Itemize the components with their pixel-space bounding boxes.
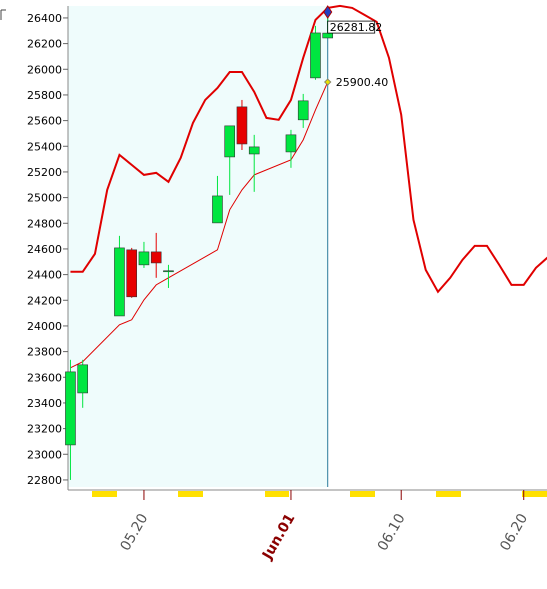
- candle-body: [212, 195, 223, 224]
- price-label: 26281.82: [330, 21, 383, 34]
- x-tick-label: Jun.01: [259, 511, 298, 563]
- y-tick-label: 26200: [27, 38, 62, 51]
- x-tick-label: 06.10: [375, 511, 409, 554]
- candle-body: [114, 247, 125, 317]
- y-tick-label: 23200: [27, 423, 62, 436]
- weekend-block: [178, 491, 203, 497]
- y-tick-label: 24000: [27, 320, 62, 333]
- y-tick-label: 26000: [27, 63, 62, 76]
- value-marker: [324, 78, 332, 86]
- y-tick-label: 25000: [27, 192, 62, 205]
- y-tick-label: 25400: [27, 140, 62, 153]
- candle-body: [163, 270, 174, 273]
- value-label: 25900.40: [336, 76, 389, 89]
- y-tick-label: 24800: [27, 217, 62, 230]
- y-tick-label: 26400: [27, 12, 62, 25]
- corner-mark: [0, 9, 6, 20]
- y-tick-label: 22800: [27, 474, 62, 487]
- y-tick-label: 25200: [27, 166, 62, 179]
- candle-body: [150, 251, 162, 264]
- history-region: [68, 6, 328, 487]
- candle-body: [65, 371, 76, 446]
- y-tick-label: 24600: [27, 243, 62, 256]
- indicator-line: [70, 4, 547, 294]
- y-tick-label: 24400: [27, 269, 62, 282]
- high-marker: [323, 5, 333, 19]
- indicator-line: [70, 81, 329, 369]
- candle-body: [285, 134, 297, 153]
- weekend-block: [522, 491, 547, 497]
- y-tick-label: 23000: [27, 448, 62, 461]
- weekend-block: [265, 491, 289, 497]
- y-tick-label: 23600: [27, 371, 62, 384]
- weekend-block: [436, 491, 461, 497]
- weekend-block: [350, 491, 375, 497]
- price-box: [327, 20, 376, 34]
- candle-body: [126, 249, 138, 298]
- y-tick-label: 23800: [27, 346, 62, 359]
- candle-body: [310, 32, 321, 79]
- x-tick-label: 05.20: [118, 511, 152, 554]
- candle-body: [138, 251, 150, 266]
- y-tick-label: 23400: [27, 397, 62, 410]
- weekend-block: [92, 491, 117, 497]
- y-tick-label: 25800: [27, 89, 62, 102]
- candle-body: [77, 364, 89, 394]
- candle-body: [224, 125, 236, 158]
- y-tick-label: 24200: [27, 294, 62, 307]
- x-tick-label: 06.20: [497, 511, 531, 554]
- candle-body: [297, 100, 309, 121]
- candle-body: [236, 106, 248, 145]
- y-tick-label: 25600: [27, 115, 62, 128]
- candle-body: [248, 146, 260, 155]
